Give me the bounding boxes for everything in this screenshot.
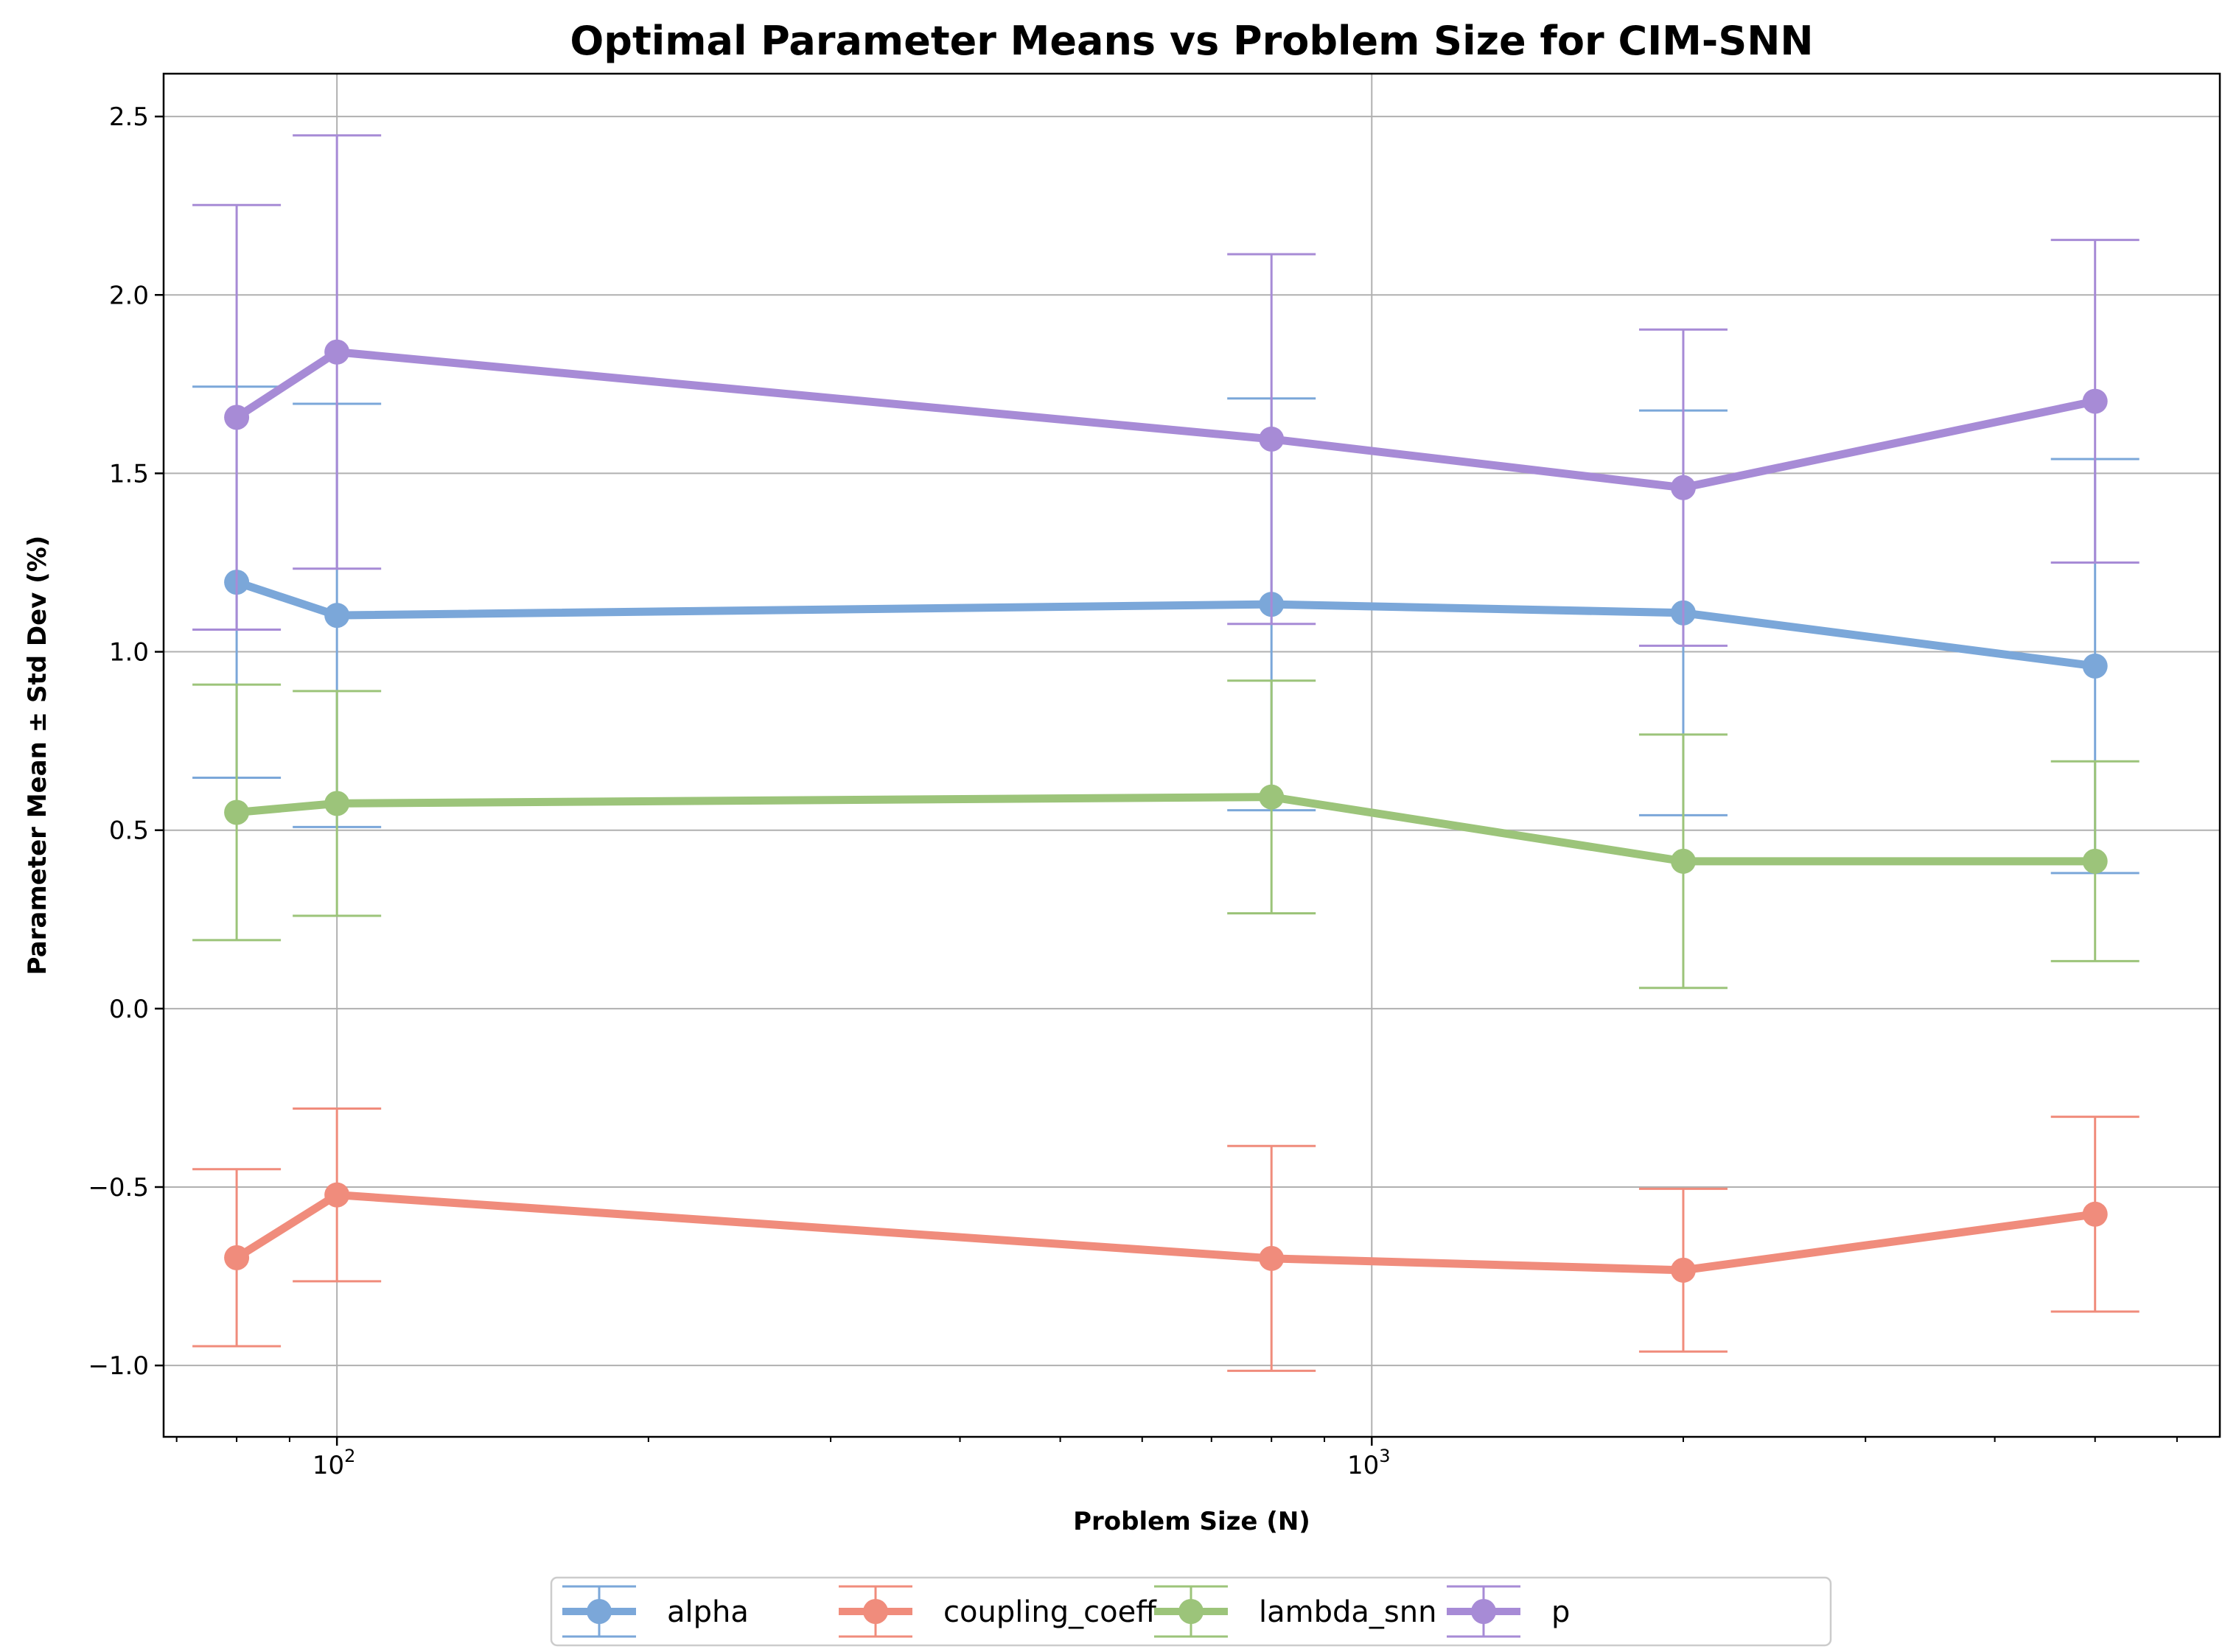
legend-marker bbox=[863, 1599, 888, 1624]
chart-title: Optimal Parameter Means vs Problem Size … bbox=[570, 18, 1813, 64]
y-tick-label: 2.0 bbox=[109, 281, 149, 310]
series-layer bbox=[192, 134, 2140, 1372]
data-point bbox=[224, 799, 250, 825]
x-axis-label: Problem Size (N) bbox=[1073, 1507, 1310, 1536]
legend: alpha coupling_coeff lambda_snn p bbox=[550, 1576, 1832, 1647]
legend-marker bbox=[1471, 1599, 1496, 1624]
legend-marker bbox=[587, 1599, 612, 1624]
data-point bbox=[2082, 653, 2108, 679]
legend-entry-coupling_coeff: coupling_coeff bbox=[839, 1585, 1157, 1638]
data-point bbox=[2082, 848, 2108, 874]
x-tick-label: 102 bbox=[312, 1446, 356, 1480]
data-point bbox=[1259, 784, 1285, 810]
series-p bbox=[192, 134, 2140, 647]
y-tick-label: 2.5 bbox=[109, 102, 149, 132]
data-point bbox=[2082, 1201, 2108, 1227]
y-tick-label: 0.5 bbox=[109, 816, 149, 846]
y-tick-label: −0.5 bbox=[88, 1173, 149, 1203]
data-point bbox=[324, 339, 350, 365]
legend-entry-alpha: alpha bbox=[562, 1585, 749, 1638]
series-lambda_snn bbox=[192, 679, 2140, 990]
y-tick-label: 1.5 bbox=[109, 459, 149, 489]
data-point bbox=[2082, 388, 2108, 414]
data-point bbox=[1670, 1257, 1696, 1283]
y-tick-label: 0.0 bbox=[109, 995, 149, 1024]
series-coupling_coeff bbox=[192, 1107, 2140, 1372]
legend-label: coupling_coeff bbox=[943, 1595, 1157, 1629]
legend-label: p bbox=[1551, 1595, 1570, 1629]
y-tick-label: −1.0 bbox=[88, 1351, 149, 1381]
legend-label: lambda_snn bbox=[1259, 1595, 1436, 1629]
data-point bbox=[1259, 426, 1285, 452]
data-point bbox=[1670, 475, 1696, 500]
legend-marker bbox=[1178, 1599, 1204, 1624]
legend-entry-lambda_snn: lambda_snn bbox=[1154, 1585, 1436, 1638]
legend-entry-p: p bbox=[1447, 1585, 1570, 1638]
data-point bbox=[1259, 1245, 1285, 1271]
data-point bbox=[324, 1182, 350, 1208]
data-point bbox=[324, 791, 350, 816]
plot-frame bbox=[162, 72, 2221, 1438]
data-point bbox=[1670, 848, 1696, 874]
legend-label: alpha bbox=[667, 1595, 749, 1629]
data-point bbox=[224, 405, 250, 430]
data-point bbox=[324, 603, 350, 629]
y-axis-label: Parameter Mean ± Std Dev (%) bbox=[23, 536, 52, 976]
data-point bbox=[224, 1245, 250, 1270]
y-tick-label: 1.0 bbox=[109, 638, 149, 668]
